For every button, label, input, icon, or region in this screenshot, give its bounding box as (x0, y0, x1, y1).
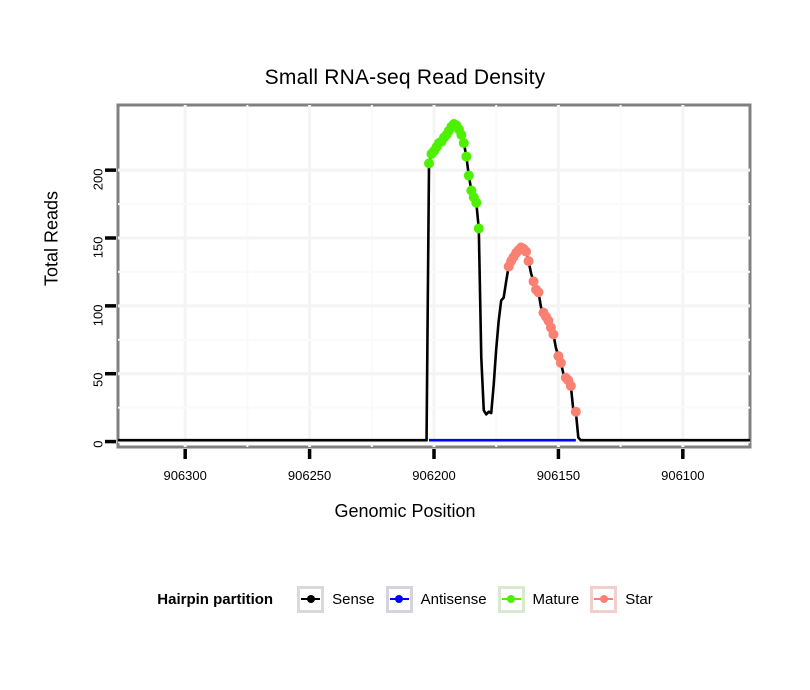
x-tick-label: 906150 (536, 468, 581, 483)
legend-item-sense: Sense (297, 585, 375, 613)
legend-key-star (590, 585, 618, 613)
x-tick-label: 906100 (661, 468, 705, 483)
legend-key-dot (507, 595, 516, 603)
legend-label: Antisense (420, 590, 487, 608)
legend-item-antisense: Antisense (385, 585, 487, 613)
legend-label: Star (625, 590, 653, 608)
y-tick-label: 150 (90, 236, 106, 259)
legend-label: Mature (532, 590, 580, 608)
x-tick-label: 906200 (412, 468, 456, 483)
x-tick-label: 906300 (163, 468, 207, 483)
y-tick-label: 50 (90, 372, 106, 387)
y-tick-label: 0 (90, 440, 106, 448)
chart-title: Small RNA-seq Read Density (264, 66, 546, 89)
legend-key-antisense (385, 585, 413, 613)
series-points-star (503, 242, 581, 417)
chart-legend: Hairpin partition Sense Antisense Mature St… (0, 584, 810, 614)
legend-key-dot (599, 595, 608, 603)
series-points-mature (424, 119, 484, 234)
legend-label: Sense (332, 590, 375, 608)
legend-item-mature: Mature (497, 585, 580, 613)
y-tick-label: 200 (90, 168, 106, 191)
y-axis-label: Total Reads (41, 190, 62, 287)
legend-key-dot (306, 595, 315, 603)
legend-item-star: Star (590, 585, 653, 613)
y-tick-label: 100 (90, 304, 106, 327)
legend-items: Sense Antisense Mature Star (297, 585, 653, 613)
x-axis-label: Genomic Position (334, 501, 476, 521)
gridlines (118, 105, 750, 447)
legend-key-sense (297, 585, 325, 613)
axis-ticks (105, 168, 685, 459)
legend-key-mature (497, 585, 525, 613)
legend-key-dot (395, 595, 404, 603)
x-tick-label: 906250 (287, 468, 332, 483)
legend-title: Hairpin partition (157, 590, 274, 608)
